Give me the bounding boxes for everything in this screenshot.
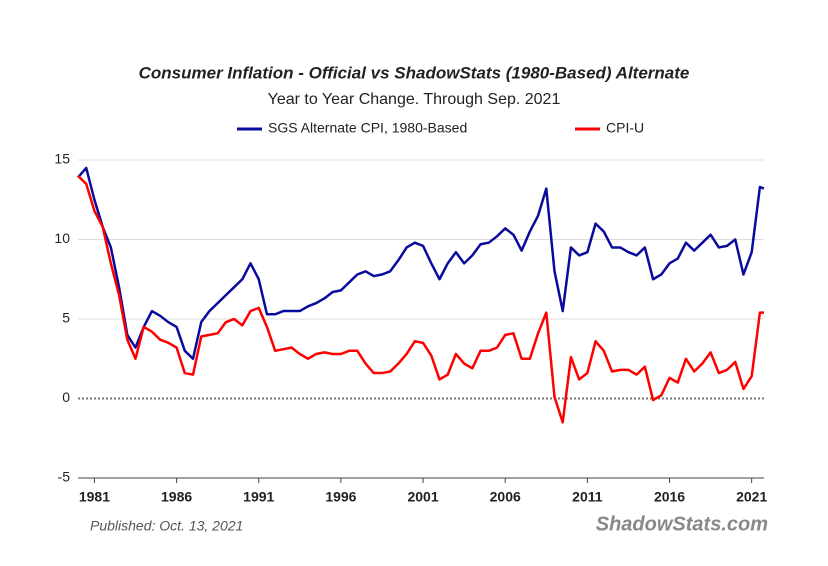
y-tick-label: 15 — [54, 151, 70, 167]
x-tick-label: 2021 — [736, 489, 767, 505]
x-tick-label: 2001 — [407, 489, 438, 505]
x-tick-label: 2011 — [572, 489, 603, 505]
series-line — [77, 175, 764, 424]
chart-subtitle: Year to Year Change. Through Sep. 2021 — [268, 91, 561, 108]
chart-title: Consumer Inflation - Official vs ShadowS… — [139, 63, 690, 82]
x-tick-label: 1991 — [243, 489, 274, 505]
y-tick-label: 5 — [62, 310, 70, 326]
legend-label: SGS Alternate CPI, 1980-Based — [268, 120, 467, 136]
x-tick-label: 1986 — [161, 489, 192, 505]
y-tick-label: 10 — [54, 230, 70, 246]
x-tick-label: 1996 — [325, 489, 356, 505]
x-tick-label: 2016 — [654, 489, 685, 505]
x-tick-label: 2006 — [490, 489, 521, 505]
source-note: ShadowStats.com — [596, 513, 768, 535]
series-line — [77, 166, 765, 360]
legend-label: CPI-U — [606, 120, 644, 136]
y-tick-label: 0 — [62, 389, 70, 405]
published-note: Published: Oct. 13, 2021 — [90, 518, 243, 534]
y-tick-label: -5 — [58, 469, 71, 485]
x-tick-label: 1981 — [79, 489, 110, 505]
